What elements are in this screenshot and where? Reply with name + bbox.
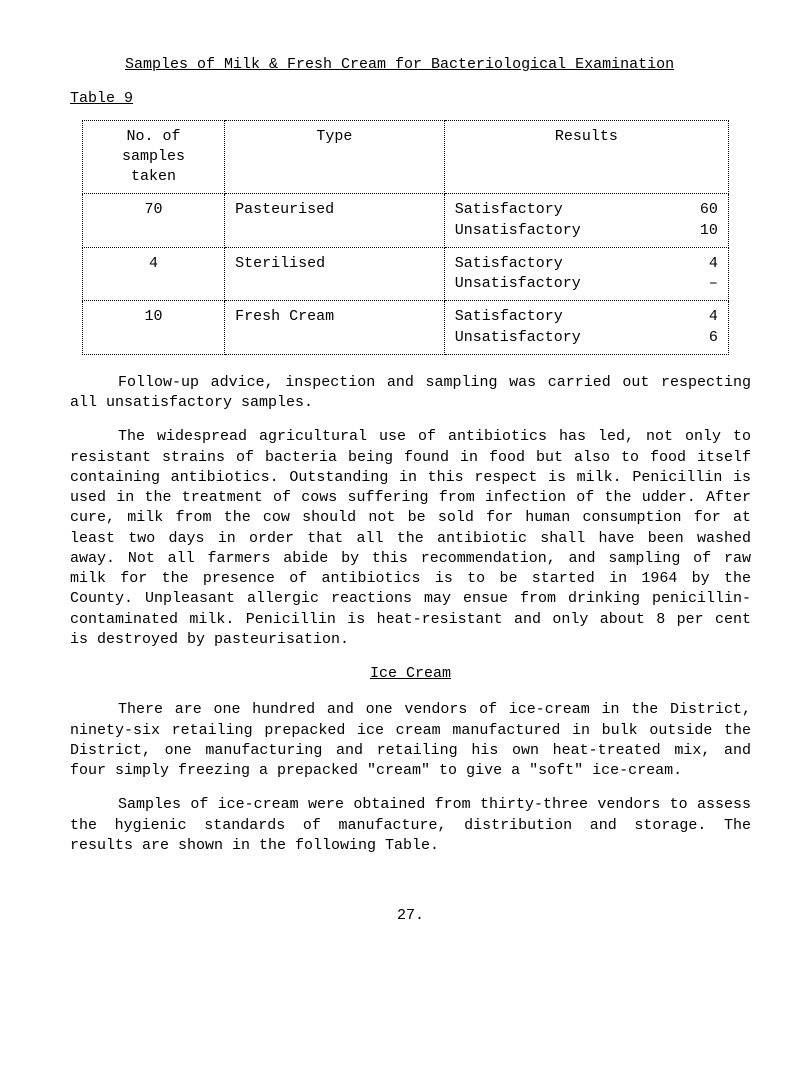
table-row: 10 Fresh Cream Satisfactory 4 Unsatisfac… [83, 301, 729, 355]
result-num: 4 [678, 307, 718, 327]
result-num: 6 [678, 328, 718, 348]
cell-samples: 4 [83, 247, 225, 301]
result-label: Satisfactory [455, 254, 678, 274]
result-num: 10 [678, 221, 718, 241]
result-label: Satisfactory [455, 307, 678, 327]
cell-type: Sterilised [225, 247, 445, 301]
ice-cream-heading: Ice Cream [70, 664, 751, 684]
paragraph-followup: Follow-up advice, inspection and samplin… [70, 373, 751, 414]
result-label: Unsatisfactory [455, 221, 678, 241]
result-label: Unsatisfactory [455, 328, 678, 348]
cell-samples: 10 [83, 301, 225, 355]
result-line: Satisfactory 60 [455, 200, 718, 220]
cell-results: Satisfactory 60 Unsatisfactory 10 [444, 194, 728, 248]
header-type: Type [225, 120, 445, 194]
result-label: Satisfactory [455, 200, 678, 220]
result-num: 4 [678, 254, 718, 274]
table-header-row: No. of samples taken Type Results [83, 120, 729, 194]
result-num: 60 [678, 200, 718, 220]
header-results: Results [444, 120, 728, 194]
result-line: Unsatisfactory – [455, 274, 718, 294]
table-label: Table 9 [70, 89, 751, 109]
header-samples: No. of samples taken [83, 120, 225, 194]
result-line: Unsatisfactory 10 [455, 221, 718, 241]
cell-results: Satisfactory 4 Unsatisfactory 6 [444, 301, 728, 355]
paragraph-antibiotics: The widespread agricultural use of antib… [70, 427, 751, 650]
cell-type: Pasteurised [225, 194, 445, 248]
result-label: Unsatisfactory [455, 274, 678, 294]
section-title: Samples of Milk & Fresh Cream for Bacter… [125, 55, 751, 75]
cell-type: Fresh Cream [225, 301, 445, 355]
result-line: Unsatisfactory 6 [455, 328, 718, 348]
result-line: Satisfactory 4 [455, 307, 718, 327]
paragraph-ice-cream-vendors: There are one hundred and one vendors of… [70, 700, 751, 781]
table-row: 70 Pasteurised Satisfactory 60 Unsatisfa… [83, 194, 729, 248]
samples-table: No. of samples taken Type Results 70 Pas… [82, 120, 729, 355]
result-line: Satisfactory 4 [455, 254, 718, 274]
cell-samples: 70 [83, 194, 225, 248]
table-row: 4 Sterilised Satisfactory 4 Unsatisfacto… [83, 247, 729, 301]
paragraph-ice-cream-samples: Samples of ice-cream were obtained from … [70, 795, 751, 856]
result-num: – [678, 274, 718, 294]
page-number: 27. [70, 906, 751, 926]
cell-results: Satisfactory 4 Unsatisfactory – [444, 247, 728, 301]
